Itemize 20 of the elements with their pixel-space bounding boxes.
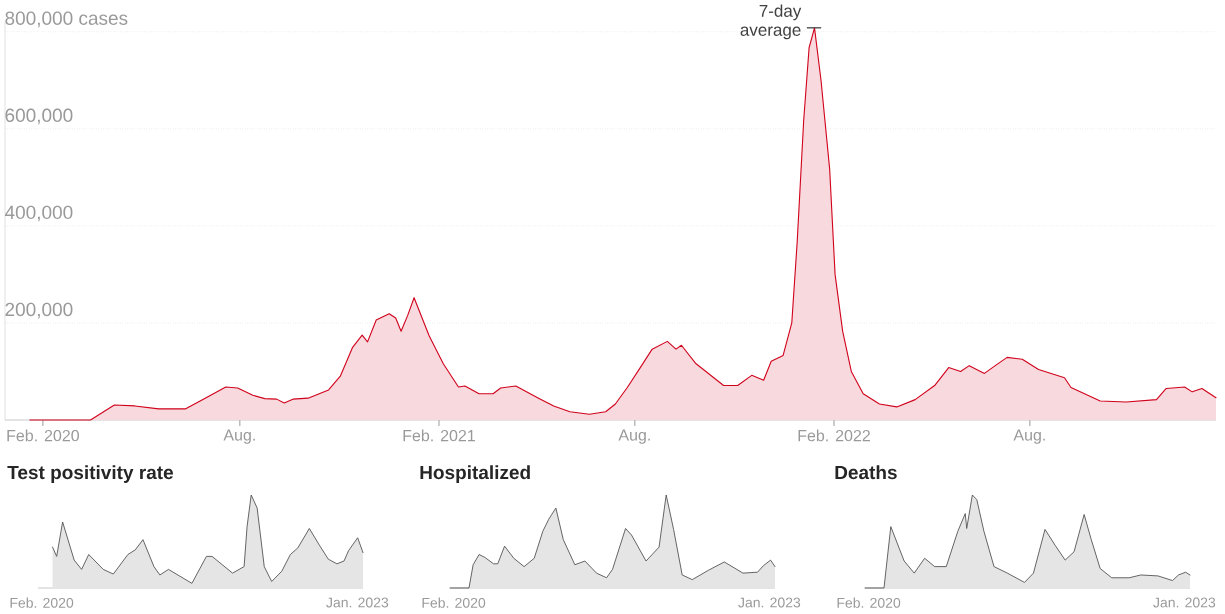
x-tick-label: Feb. 2021 bbox=[403, 429, 475, 442]
x-tick-label: Aug. bbox=[1013, 429, 1045, 444]
x-tick-label: Aug. bbox=[223, 429, 255, 444]
chart-title: Test positivity rate bbox=[7, 465, 174, 483]
y-tick-label: 600,000 bbox=[5, 108, 73, 125]
x-tick-label: Aug. bbox=[618, 429, 650, 444]
x-tick-label: Feb. 2020 bbox=[10, 597, 74, 608]
x-tick-label: Jan. 2023 bbox=[1153, 597, 1216, 608]
x-tick-label: Feb. 2022 bbox=[798, 429, 870, 442]
x-tick-label: Feb. 2020 bbox=[7, 429, 79, 442]
y-tick-label: 200,000 bbox=[5, 302, 73, 319]
chart-title: Hospitalized bbox=[420, 465, 530, 483]
chart-title: Deaths bbox=[835, 465, 897, 480]
x-tick-label: Jan. 2023 bbox=[738, 597, 801, 608]
x-tick-label: Feb. 2020 bbox=[837, 597, 901, 608]
y-tick-label: 400,000 bbox=[4, 205, 73, 222]
x-tick-label: Jan. 2023 bbox=[326, 597, 389, 608]
x-tick-label: Feb. 2020 bbox=[422, 597, 486, 608]
annotation: 7-day average bbox=[740, 4, 802, 40]
y-tick-label: 800,000 cases bbox=[5, 11, 128, 28]
